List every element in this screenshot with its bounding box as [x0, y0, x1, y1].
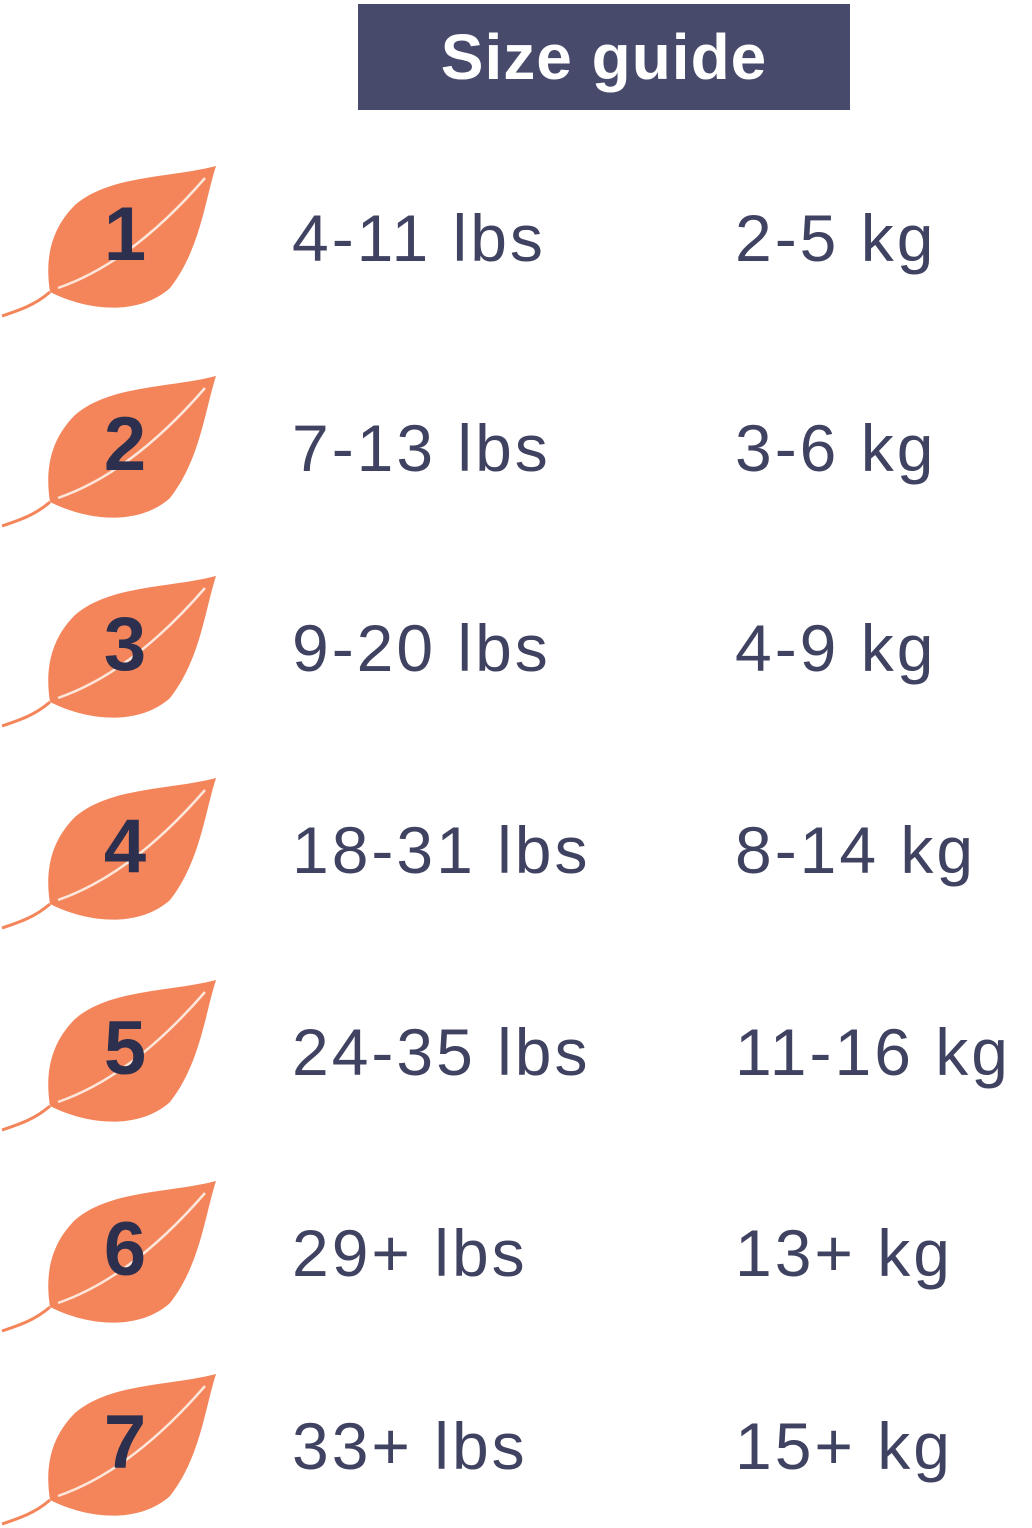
weight-lbs: 4-11 lbs [292, 201, 546, 275]
leaf-icon [1, 778, 216, 930]
weight-lbs: 18-31 lbs [292, 813, 591, 887]
weight-kg: 2-5 kg [735, 201, 937, 275]
weight-lbs: 29+ lbs [292, 1216, 528, 1290]
size-row: 5 24-35 lbs 11-16 kg [0, 974, 1032, 1134]
weight-lbs: 7-13 lbs [292, 411, 551, 485]
leaf-icon [1, 980, 216, 1132]
weight-kg: 15+ kg [735, 1409, 953, 1483]
weight-kg: 11-16 kg [735, 1015, 1011, 1089]
weight-kg: 13+ kg [735, 1216, 953, 1290]
weight-lbs: 24-35 lbs [292, 1015, 591, 1089]
size-number: 4 [103, 804, 147, 889]
weight-kg: 3-6 kg [735, 411, 937, 485]
size-row: 4 18-31 lbs 8-14 kg [0, 772, 1032, 932]
weight-lbs: 9-20 lbs [292, 611, 551, 685]
size-number: 3 [103, 602, 147, 687]
size-row: 2 7-13 lbs 3-6 kg [0, 370, 1032, 530]
weight-kg: 4-9 kg [735, 611, 937, 685]
size-row: 3 9-20 lbs 4-9 kg [0, 570, 1032, 730]
size-row: 7 33+ lbs 15+ kg [0, 1368, 1032, 1528]
leaf-icon [1, 576, 216, 728]
leaf-icon [1, 166, 216, 318]
size-number: 2 [103, 402, 147, 487]
size-number: 1 [103, 192, 147, 277]
weight-lbs: 33+ lbs [292, 1409, 528, 1483]
leaf-icon [1, 1181, 216, 1333]
size-row: 1 4-11 lbs 2-5 kg [0, 160, 1032, 320]
size-number: 7 [103, 1400, 147, 1485]
leaf-icon [1, 376, 216, 528]
size-number: 5 [103, 1006, 147, 1091]
size-guide-title: Size guide [358, 4, 850, 110]
size-row: 6 29+ lbs 13+ kg [0, 1175, 1032, 1335]
weight-kg: 8-14 kg [735, 813, 977, 887]
size-number: 6 [103, 1207, 147, 1292]
